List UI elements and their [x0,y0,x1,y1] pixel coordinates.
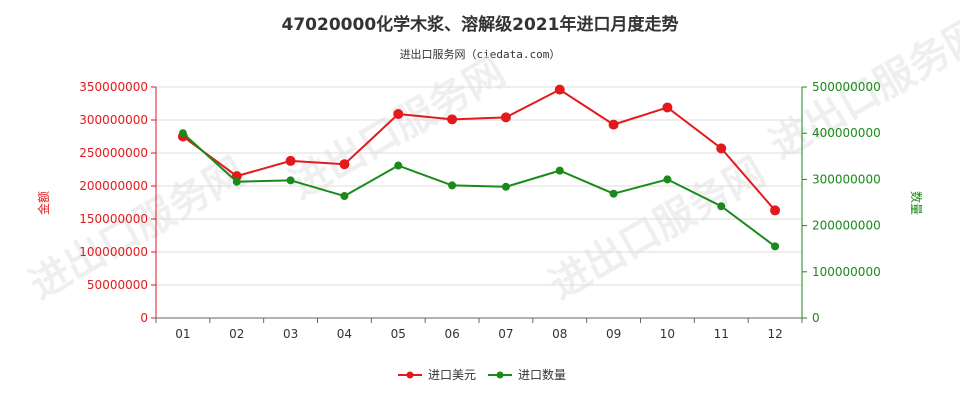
data-point [500,112,511,123]
x-tick-label: 06 [444,327,459,341]
watermark-text: 进出口服务网 [282,49,513,209]
y-right-tick-label: 200000000 [812,219,881,233]
data-point [286,176,295,185]
legend-marker [406,371,414,379]
data-point [178,129,187,138]
x-tick-label: 05 [391,327,406,341]
y-left-tick-label: 50000000 [87,278,148,292]
series-layer [177,84,781,251]
y-left-tick-label: 350000000 [79,80,148,94]
x-tick-label: 09 [606,327,621,341]
legend-label: 进口美元 [428,368,476,382]
data-point [662,102,673,113]
data-point [770,205,781,216]
legend-label: 进口数量 [518,367,566,382]
data-point [554,84,565,95]
y-left-tick-label: 250000000 [79,146,148,160]
data-point [771,242,780,251]
data-point [232,177,241,186]
watermark-layer: 进出口服务网 进出口服务网 进出口服务网 进出口服务网 [22,9,960,309]
x-tick-label: 02 [229,327,244,341]
legend-marker [496,371,504,379]
data-point [394,161,403,170]
series-line-2 [182,132,776,248]
data-point [285,155,296,166]
data-point [501,182,510,191]
x-tick-label: 11 [714,327,729,341]
y-left-tick-label: 100000000 [79,245,148,259]
x-tick-label: 12 [767,327,782,341]
chart-subtitle: 进出口服务网（ciedata.com） [399,48,561,61]
data-point [716,143,727,154]
legend: 进口美元 进口数量 [398,367,566,382]
x-tick-label: 04 [337,327,352,341]
data-point [555,166,564,175]
y-left-tick-label: 200000000 [79,179,148,193]
x-tick-label: 01 [175,327,190,341]
series-line-1 [182,88,776,212]
y-axis-left-title: 金额 [36,191,51,215]
x-tick-label: 08 [552,327,567,341]
chart-title: 47020000化学木浆、溶解级2021年进口月度走势 [281,15,679,35]
y-axis-right-title: 数量 [909,191,924,215]
y-left-tick-label: 150000000 [79,212,148,226]
x-tick-label: 03 [283,327,298,341]
y-right-tick-label: 400000000 [812,126,881,140]
data-point [663,175,672,184]
data-point [608,119,619,130]
data-point [447,114,458,125]
data-point [609,189,618,198]
x-tick-label: 10 [660,327,675,341]
y-right-tick-label: 100000000 [812,265,881,279]
y-left-tick-label: 300000000 [79,113,148,127]
data-point [448,181,457,190]
data-point [717,202,726,211]
y-left-tick-label: 0 [140,311,148,325]
y-right-tick-label: 300000000 [812,172,881,186]
data-point [339,159,350,170]
data-point [393,109,404,120]
data-point [340,192,349,201]
y-right-tick-label: 0 [812,311,820,325]
y-right-tick-label: 500000000 [812,80,881,94]
axes: 0 50000000 100000000 150000000 200000000 2500… [36,80,924,341]
x-tick-label: 07 [498,327,513,341]
